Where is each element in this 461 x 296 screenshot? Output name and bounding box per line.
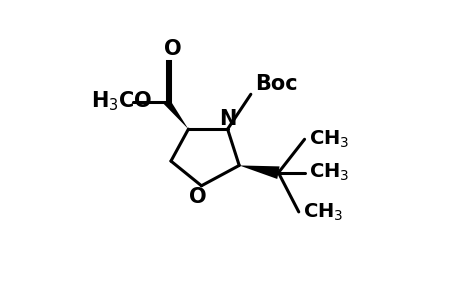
Text: CH$_3$: CH$_3$ (309, 162, 349, 183)
Text: H$_3$CO: H$_3$CO (91, 90, 153, 113)
Text: CH$_3$: CH$_3$ (303, 202, 343, 223)
Text: Boc: Boc (255, 74, 298, 94)
Text: O: O (164, 39, 181, 59)
Text: CH$_3$: CH$_3$ (309, 129, 349, 150)
Polygon shape (239, 165, 279, 179)
Polygon shape (164, 99, 189, 129)
Text: O: O (189, 187, 207, 207)
Text: N: N (219, 109, 236, 129)
